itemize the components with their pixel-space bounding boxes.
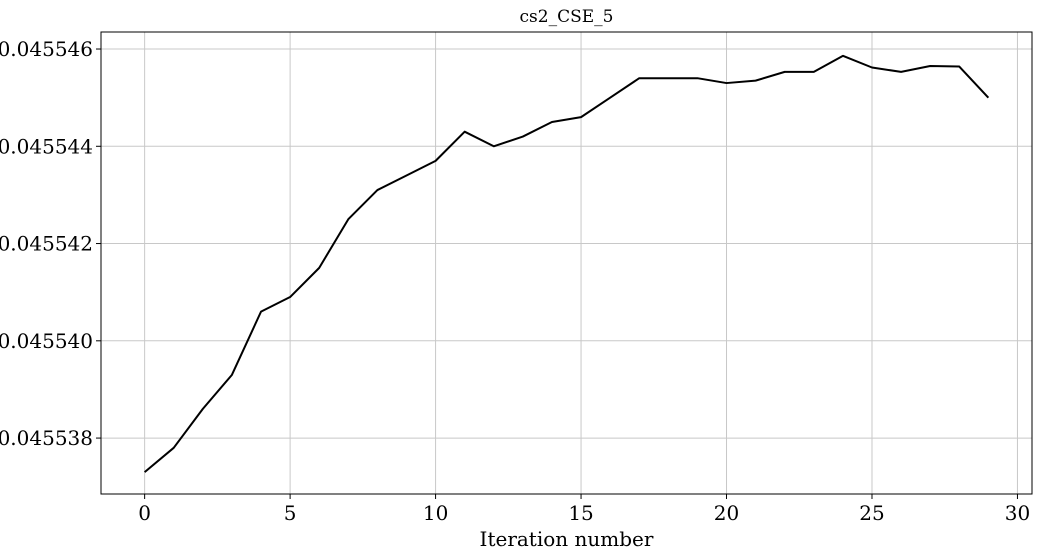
x-tick-label: 0 xyxy=(138,501,151,525)
x-axis-label: Iteration number xyxy=(480,527,654,551)
x-tick-label: 5 xyxy=(284,501,297,525)
y-tick-label: 0.045544 xyxy=(0,134,93,158)
grid-lines xyxy=(101,32,1032,494)
y-tick-label: 0.045538 xyxy=(0,426,93,450)
y-tick-label: 0.045546 xyxy=(0,37,93,61)
chart-title: cs2_CSE_5 xyxy=(520,7,614,27)
x-tick-label: 10 xyxy=(423,501,448,525)
series-layer xyxy=(143,54,990,473)
y-tick-label: 0.045542 xyxy=(0,232,93,256)
y-axis-ticks: 0.045538 0.045540 0.045542 0.045544 0.045546 xyxy=(0,37,101,450)
x-tick-label: 20 xyxy=(714,501,739,525)
y-tick-label: 0.045540 xyxy=(0,329,93,353)
plot-frame xyxy=(100,31,1033,495)
x-tick-label: 30 xyxy=(1005,501,1030,525)
x-tick-label: 15 xyxy=(568,501,593,525)
x-axis-ticks: 0 5 10 15 20 25 30 xyxy=(138,494,1030,525)
x-tick-label: 25 xyxy=(859,501,884,525)
series-line xyxy=(143,54,990,473)
